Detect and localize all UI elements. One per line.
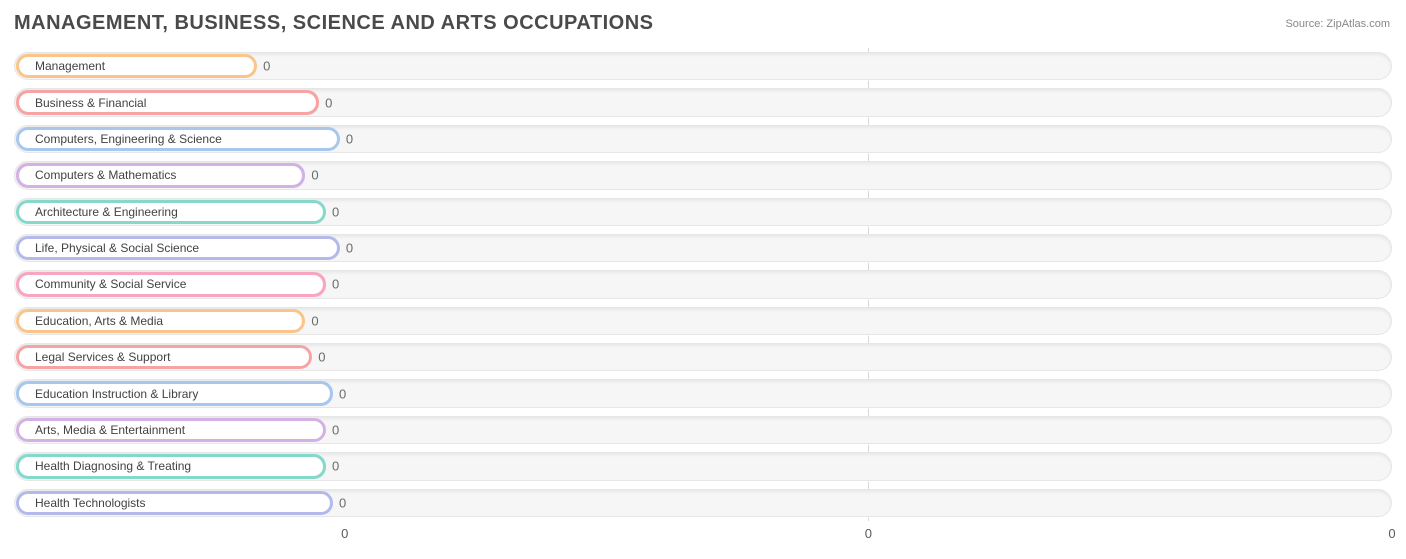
bar-label: Computers, Engineering & Science [35,132,222,146]
bar-label: Architecture & Engineering [35,205,178,219]
bar-inner: Business & Financial [19,93,316,111]
bar-label: Life, Physical & Social Science [35,241,199,255]
bar-label: Education, Arts & Media [35,314,163,328]
bar-row: Business & Financial 0 [14,86,1392,118]
bar-row: Computers & Mathematics 0 [14,159,1392,191]
bar-row: Health Diagnosing & Treating 0 [14,450,1392,482]
x-axis-tick: 0 [865,526,872,541]
bar: Business & Financial [16,90,319,114]
bar-label: Health Diagnosing & Treating [35,459,191,473]
bar-label: Legal Services & Support [35,350,170,364]
bar: Arts, Media & Entertainment [16,418,326,442]
bar-inner: Life, Physical & Social Science [19,239,337,257]
chart-title: MANAGEMENT, BUSINESS, SCIENCE AND ARTS O… [14,12,653,35]
bar-inner: Education, Arts & Media [19,312,302,330]
bar-row: Legal Services & Support 0 [14,341,1392,373]
bar-value: 0 [332,459,339,474]
bar-inner: Legal Services & Support [19,348,309,366]
bar: Education, Arts & Media [16,309,305,333]
bar-row: Community & Social Service 0 [14,268,1392,300]
bar: Life, Physical & Social Science [16,236,340,260]
bar-label: Management [35,59,105,73]
bar-inner: Computers & Mathematics [19,166,302,184]
bar-inner: Education Instruction & Library [19,384,330,402]
bar: Community & Social Service [16,272,326,296]
bar-label: Computers & Mathematics [35,168,176,182]
bar-value: 0 [339,386,346,401]
bar: Education Instruction & Library [16,381,333,405]
bar-inner: Arts, Media & Entertainment [19,421,323,439]
bar-value: 0 [346,131,353,146]
bar-value: 0 [311,168,318,183]
bar-value: 0 [318,350,325,365]
x-axis-tick: 0 [1388,526,1395,541]
chart-area: Management0Business & Financial0Computer… [14,48,1392,545]
bar-row: Education Instruction & Library 0 [14,377,1392,409]
bar-inner: Architecture & Engineering [19,203,323,221]
bar-row: Arts, Media & Entertainment 0 [14,414,1392,446]
bar-row: Computers, Engineering & Science 0 [14,123,1392,155]
bar-inner: Computers, Engineering & Science [19,130,337,148]
bar-value: 0 [332,204,339,219]
bar: Management [16,54,257,78]
bar: Architecture & Engineering [16,200,326,224]
bar-row: Life, Physical & Social Science 0 [14,232,1392,264]
bar-label: Community & Social Service [35,277,186,291]
bar: Computers, Engineering & Science [16,127,340,151]
bar-inner: Health Technologists [19,494,330,512]
bar-value: 0 [325,95,332,110]
bar-value: 0 [332,423,339,438]
bar-row: Management 0 [14,50,1392,82]
x-axis: 0 0 0 [14,521,1392,545]
bar-row: Architecture & Engineering 0 [14,196,1392,228]
bar-value: 0 [339,495,346,510]
bar-inner: Health Diagnosing & Treating [19,457,323,475]
bar-inner: Community & Social Service [19,275,323,293]
bar-value: 0 [311,313,318,328]
bar-value: 0 [263,59,270,74]
bar-value: 0 [332,277,339,292]
bar-label: Arts, Media & Entertainment [35,423,185,437]
bar-inner: Management [19,57,254,75]
bar-row: Education, Arts & Media 0 [14,305,1392,337]
bar-label: Health Technologists [35,496,146,510]
bar-row: Health Technologists 0 [14,487,1392,519]
plot-area: Management0Business & Financial0Computer… [14,48,1392,521]
source-attribution: Source: ZipAtlas.com [1285,18,1390,30]
bar-label: Education Instruction & Library [35,387,198,401]
bar-label: Business & Financial [35,96,146,110]
x-axis-tick: 0 [341,526,348,541]
bar: Legal Services & Support [16,345,312,369]
bar: Health Diagnosing & Treating [16,454,326,478]
bar: Computers & Mathematics [16,163,305,187]
bar-value: 0 [346,241,353,256]
bar: Health Technologists [16,491,333,515]
